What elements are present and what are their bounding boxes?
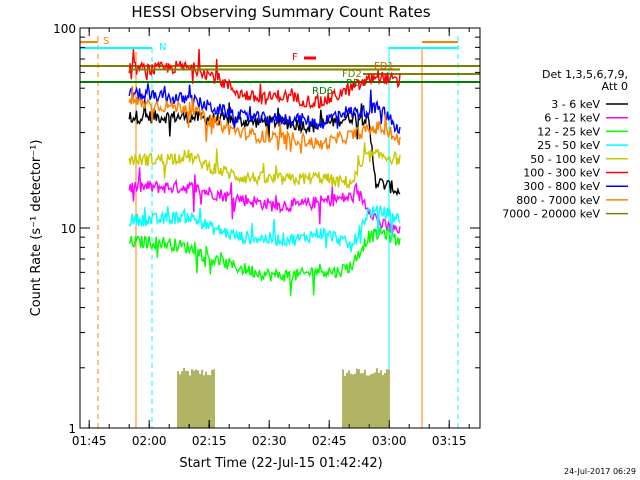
y-tick-label: 100 bbox=[53, 22, 76, 36]
series-layer bbox=[128, 48, 401, 296]
flag-label-fd1: FD1 bbox=[374, 61, 394, 72]
y-tick-label: 1 bbox=[68, 422, 76, 436]
flag-label-f: F bbox=[292, 52, 298, 63]
flag-label-n: N bbox=[159, 42, 166, 53]
chart-title: HESSI Observing Summary Count Rates bbox=[131, 3, 430, 21]
series-line-6 bbox=[128, 83, 401, 135]
series-line-5 bbox=[128, 48, 401, 110]
x-tick-label: 02:30 bbox=[252, 434, 287, 448]
plot-frame bbox=[79, 27, 481, 429]
series-line-3 bbox=[128, 205, 401, 253]
y-tick-label: 10 bbox=[61, 222, 76, 236]
x-axis-label: Start Time (22-Jul-15 01:42:42) bbox=[179, 456, 382, 471]
x-tick-label: 03:00 bbox=[372, 434, 407, 448]
flag-label-fd2: FD2 bbox=[342, 69, 362, 80]
legend-label: 12 - 25 keV bbox=[537, 125, 600, 138]
series-line-7 bbox=[128, 85, 401, 154]
flag-label-rd6: RD6 bbox=[312, 86, 333, 97]
x-tick-label: 02:15 bbox=[192, 434, 227, 448]
flag-label-s: S bbox=[103, 36, 109, 47]
legend-label: 25 - 50 keV bbox=[537, 139, 600, 152]
legend-label: 800 - 7000 keV bbox=[516, 194, 600, 207]
legend-header-line1: Det 1,3,5,6,7,9, bbox=[542, 68, 628, 81]
series-line-4 bbox=[128, 142, 401, 190]
x-tick-label: 02:45 bbox=[312, 434, 347, 448]
series-line-1 bbox=[128, 167, 401, 235]
legend-label: 300 - 800 keV bbox=[523, 180, 600, 193]
series-line-0 bbox=[128, 99, 401, 197]
footer-date: 24-Jul-2017 06:29 bbox=[564, 467, 636, 476]
x-tick-label: 01:45 bbox=[72, 434, 107, 448]
y-axis-label: Count Rate (s⁻¹ detector⁻¹) bbox=[29, 140, 44, 317]
x-tick-label: 02:00 bbox=[132, 434, 167, 448]
x-tick-label: 03:15 bbox=[432, 434, 467, 448]
legend-label: 50 - 100 keV bbox=[530, 153, 600, 166]
legend-label: 7000 - 20000 keV bbox=[502, 208, 600, 221]
series-line-2 bbox=[128, 226, 401, 296]
legend-label: 100 - 300 keV bbox=[523, 167, 600, 180]
legend-label: 6 - 12 keV bbox=[544, 112, 600, 125]
axis-ticks: 01:45 02:00 02:15 02:30 02:45 03:00 03:15 1 10 10… bbox=[53, 22, 480, 448]
legend-header-line2: Att 0 bbox=[602, 80, 628, 93]
legend-label: 3 - 6 keV bbox=[551, 98, 600, 111]
